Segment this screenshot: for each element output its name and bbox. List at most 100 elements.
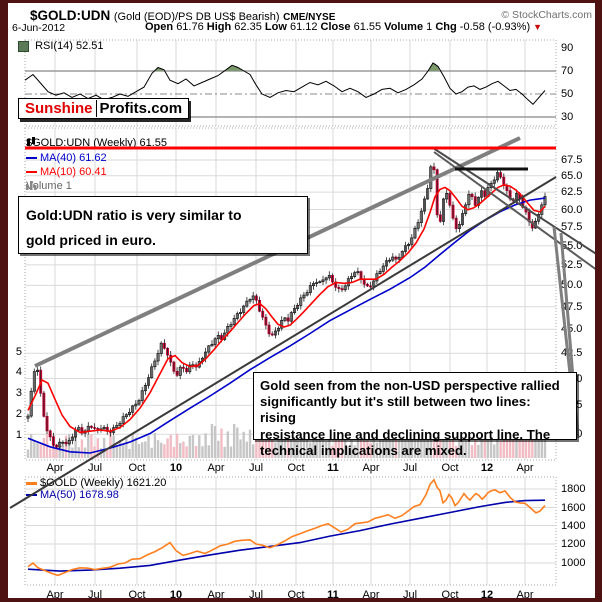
copyright-notice: © StockCharts.com	[501, 9, 592, 21]
high-label: High	[206, 21, 232, 33]
chart-title: $GOLD:UDN (Gold (EOD)/PS DB US$ Bearish)…	[30, 8, 335, 23]
volume-legend: Volume 1	[26, 180, 72, 192]
rsi-axis-label: 30	[561, 111, 574, 123]
price-axis-label: 45.0	[561, 323, 583, 336]
price-axis-label: 52.5	[561, 258, 583, 271]
gold-price-axis-label: 1400	[561, 519, 586, 532]
page-border-right	[595, 0, 602, 602]
page-border-bottom	[0, 598, 602, 602]
close-value: 61.55	[353, 21, 382, 33]
ticker-symbol: $GOLD:UDN	[30, 8, 111, 23]
volume-axis-label: 4	[15, 366, 22, 378]
ma10-legend: MA(10) 60.41	[26, 166, 107, 178]
rsi-legend: RSI(14) 52.51	[18, 40, 104, 52]
rising-support-line	[9, 176, 557, 509]
candlestick-icon	[27, 137, 35, 146]
date-axis-label: 11	[327, 462, 339, 474]
annotation-box-outlook: Gold seen from the non-USD perspective r…	[253, 372, 577, 458]
close-label: Close	[320, 21, 351, 33]
price-axis-label: 62.5	[561, 186, 583, 199]
rsi-axis-label: 70	[561, 65, 574, 77]
annotation-box1-line1: Gold:UDN ratio is very similar to	[26, 207, 242, 223]
price-axis-label: 60.0	[561, 203, 583, 216]
ma40-line-icon	[26, 157, 37, 160]
declining-support-2-line	[433, 151, 602, 274]
date-axis-label-bottom: Oct	[128, 589, 146, 601]
gold-line-icon	[26, 481, 37, 485]
date-axis-label: Apr	[362, 462, 380, 474]
date-axis-label-bottom: Apr	[362, 589, 380, 601]
logo-part2: Profits.com	[95, 100, 189, 117]
date-axis-label: Apr	[207, 462, 225, 474]
low-value: 61.12	[289, 21, 318, 33]
logo-part1: Sunshine	[25, 100, 93, 117]
date-axis-label: Oct	[287, 462, 305, 474]
price-axis-label: 67.5	[561, 154, 583, 166]
volume-axis-label: 1	[15, 429, 22, 441]
date-axis-label: Jul	[87, 462, 103, 474]
quote-date: 6-Jun-2012	[12, 22, 66, 34]
main-symbol-legend: $GOLD:UDN (Weekly) 61.55	[26, 137, 167, 149]
date-axis-label-bottom: Apr	[207, 589, 225, 601]
volume-bars-icon	[26, 181, 37, 190]
ticker-description: (Gold (EOD)/PS DB US$ Bearish)	[113, 11, 280, 23]
gold-legend: $GOLD (Weekly) 1621.20	[26, 477, 166, 489]
date-axis-label-bottom: Jul	[402, 589, 418, 601]
volume-value: 1	[426, 21, 433, 33]
date-axis-label-bottom: Oct	[441, 589, 459, 601]
date-axis-label-bottom: 12	[480, 589, 494, 601]
declining-support-1-line	[432, 147, 602, 258]
gold-price-axis-label: 1800	[561, 483, 586, 495]
date-axis-label: Jul	[402, 462, 418, 474]
page-border-top	[0, 0, 602, 3]
gold-price-axis-label: 1000	[561, 557, 586, 569]
volume-axis-label: 3	[15, 387, 22, 399]
price-axis-label: 50.0	[561, 279, 583, 292]
annotation-box-ratio: Gold:UDN ratio is very similar to gold p…	[18, 196, 308, 254]
gold-price-axis-label: 1600	[561, 501, 586, 514]
date-axis-label-bottom: 10	[169, 589, 183, 601]
ma40-legend: MA(40) 61.62	[26, 152, 107, 164]
price-axis-label: 57.5	[561, 221, 583, 234]
ma10-legend-text: MA(10) 60.41	[40, 166, 107, 178]
annotation-box2-line2: significantly but it's still between two…	[260, 394, 531, 426]
volume-legend-text: Volume 1	[26, 180, 72, 192]
price-axis-label: 65.0	[561, 169, 583, 182]
annotation-box1-line2: gold priced in euro.	[26, 232, 156, 248]
down-triangle-icon: ▼	[533, 22, 543, 32]
date-axis-label: Jul	[248, 462, 264, 474]
volume-label: Volume	[384, 21, 424, 33]
page-border-left	[0, 0, 8, 602]
sunshine-profits-logo: Sunshine Profits.com	[18, 98, 190, 119]
gold-legend-text: $GOLD (Weekly) 1621.20	[40, 477, 167, 489]
chg-value: -0.58 (-0.93%)	[459, 21, 531, 33]
high-value: 62.35	[234, 21, 262, 33]
main-symbol-legend-text: $GOLD:UDN (Weekly) 61.55	[26, 137, 168, 149]
price-axis-label: 55.0	[561, 239, 583, 252]
quote-summary: Open 61.76 High 62.35 Low 61.12 Close 61…	[145, 21, 542, 33]
indicator-icon	[18, 40, 29, 52]
date-axis-label: Oct	[128, 462, 146, 474]
date-axis-label: Apr	[46, 462, 64, 474]
open-value: 61.76	[176, 21, 204, 33]
exchange-label: CME/NYSE	[283, 12, 336, 23]
annotation-box2-line1: Gold seen from the non-USD perspective r…	[260, 378, 560, 393]
annotation-box2-line4: technical implications are mixed.	[260, 442, 467, 458]
ma10-line-icon	[26, 171, 37, 174]
price-axis-label: 47.5	[561, 300, 583, 313]
ma40-legend-text: MA(40) 61.62	[40, 152, 107, 164]
low-label: Low	[264, 21, 287, 33]
open-label: Open	[145, 21, 174, 33]
rsi-axis-label: 90	[561, 42, 574, 54]
gold-price-axis-label: 1200	[561, 538, 586, 550]
date-axis-label-bottom: 11	[327, 589, 339, 601]
date-axis-label: 10	[169, 462, 183, 474]
date-axis-label: Oct	[441, 462, 459, 474]
annotation-box2-line3: resistance line and declining support li…	[260, 426, 551, 442]
volume-axis-label: 5	[15, 346, 22, 358]
rsi-axis-label: 50	[561, 88, 574, 100]
date-axis-label: 12	[480, 462, 494, 474]
date-axis-label-bottom: Jul	[248, 589, 264, 601]
